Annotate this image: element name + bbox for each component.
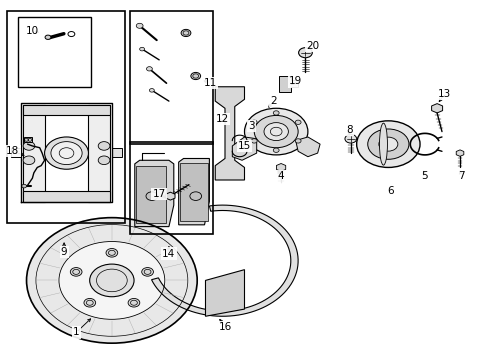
Bar <box>130 142 212 234</box>
Circle shape <box>23 156 35 165</box>
Text: 5: 5 <box>421 171 427 181</box>
Polygon shape <box>178 158 209 225</box>
Ellipse shape <box>379 123 386 165</box>
Polygon shape <box>136 166 166 223</box>
Circle shape <box>251 120 257 125</box>
Polygon shape <box>205 270 244 316</box>
Circle shape <box>70 267 82 276</box>
Circle shape <box>89 264 134 297</box>
Circle shape <box>45 35 51 40</box>
Bar <box>6 12 125 223</box>
Circle shape <box>295 120 301 125</box>
Circle shape <box>244 108 307 155</box>
Polygon shape <box>22 105 110 116</box>
Text: 7: 7 <box>457 171 464 181</box>
Circle shape <box>273 111 279 115</box>
Text: 2: 2 <box>270 96 277 106</box>
Circle shape <box>106 248 118 257</box>
Polygon shape <box>455 150 463 156</box>
Bar <box>130 12 212 144</box>
Polygon shape <box>11 148 21 157</box>
Polygon shape <box>431 104 442 113</box>
Polygon shape <box>59 242 164 319</box>
Circle shape <box>378 137 397 151</box>
Circle shape <box>51 141 82 165</box>
Polygon shape <box>232 137 256 160</box>
Text: 6: 6 <box>386 186 393 196</box>
Text: 9: 9 <box>61 247 67 257</box>
Text: 4: 4 <box>277 171 284 181</box>
Circle shape <box>146 67 152 71</box>
Polygon shape <box>276 163 285 171</box>
Circle shape <box>356 121 419 167</box>
Text: 10: 10 <box>26 26 39 36</box>
Polygon shape <box>24 137 32 142</box>
Text: 17: 17 <box>152 189 165 199</box>
Text: 12: 12 <box>216 114 229 124</box>
Circle shape <box>251 139 257 143</box>
Text: 18: 18 <box>6 146 20 156</box>
Circle shape <box>128 298 140 307</box>
Circle shape <box>84 298 96 307</box>
Circle shape <box>23 141 35 150</box>
Polygon shape <box>22 191 110 202</box>
Circle shape <box>254 116 298 148</box>
Text: 3: 3 <box>248 121 255 131</box>
Circle shape <box>98 156 110 165</box>
Polygon shape <box>26 218 197 343</box>
Polygon shape <box>88 105 110 202</box>
Text: 11: 11 <box>203 78 217 88</box>
Polygon shape <box>295 137 320 157</box>
Text: 1: 1 <box>73 327 80 337</box>
Polygon shape <box>112 148 122 157</box>
Text: 15: 15 <box>237 141 251 151</box>
Polygon shape <box>22 105 44 202</box>
Polygon shape <box>215 87 244 180</box>
Circle shape <box>181 30 190 37</box>
Polygon shape <box>165 192 175 200</box>
Circle shape <box>264 123 288 140</box>
Circle shape <box>190 72 200 80</box>
Circle shape <box>142 267 153 276</box>
Polygon shape <box>278 76 298 92</box>
Circle shape <box>298 48 312 58</box>
Bar <box>18 17 91 87</box>
Circle shape <box>21 184 26 188</box>
Circle shape <box>140 47 144 51</box>
Text: 8: 8 <box>346 125 352 135</box>
Text: 13: 13 <box>437 89 450 99</box>
Polygon shape <box>180 163 207 221</box>
Text: 16: 16 <box>218 322 231 332</box>
Circle shape <box>98 141 110 150</box>
Circle shape <box>344 134 356 143</box>
Circle shape <box>44 137 88 169</box>
Polygon shape <box>135 160 173 226</box>
Circle shape <box>149 89 154 92</box>
Polygon shape <box>151 205 298 316</box>
Circle shape <box>136 23 143 28</box>
Circle shape <box>273 148 279 152</box>
Circle shape <box>367 129 408 159</box>
Text: 14: 14 <box>162 248 175 258</box>
Text: 19: 19 <box>288 76 302 86</box>
Circle shape <box>295 139 301 143</box>
Text: 20: 20 <box>305 41 319 50</box>
